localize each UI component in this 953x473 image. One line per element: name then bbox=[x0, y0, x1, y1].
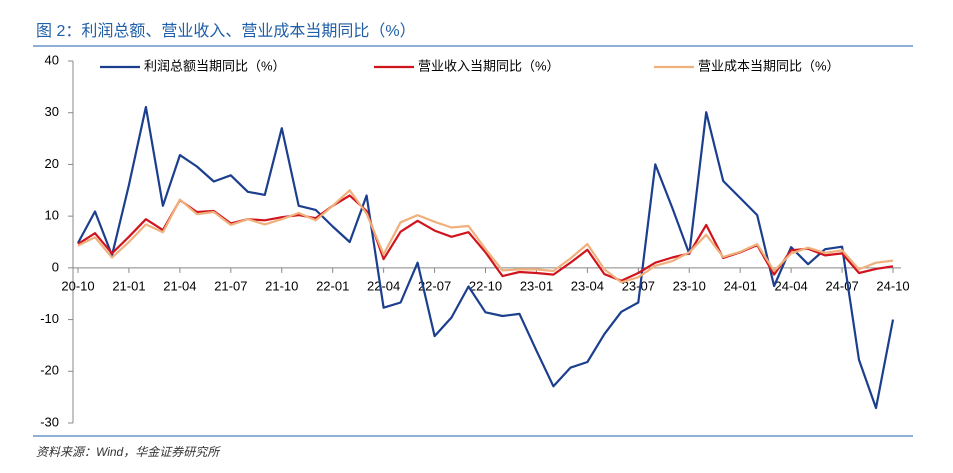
x-tick-label: 24-10 bbox=[876, 278, 909, 293]
source: 资料来源：Wind，华金证券研究所 bbox=[36, 445, 221, 459]
series-line bbox=[77, 105, 895, 410]
x-tick-label: 22-01 bbox=[316, 278, 349, 293]
legend-label: 营业收入当期同比（%） bbox=[418, 58, 560, 73]
x-tick-label: 22-10 bbox=[469, 278, 502, 293]
x-tick-label: 23-07 bbox=[622, 278, 655, 293]
x-tick-label: 21-01 bbox=[112, 278, 145, 293]
x-tick-label: 21-07 bbox=[214, 278, 247, 293]
x-tick-label: 24-07 bbox=[825, 278, 858, 293]
series-line bbox=[77, 189, 894, 284]
legend-label: 利润总额当期同比（%） bbox=[144, 58, 286, 73]
legend-label: 营业成本当期同比（%） bbox=[698, 58, 840, 73]
y-tick-label: -30 bbox=[40, 414, 59, 429]
y-tick-label: 0 bbox=[52, 259, 59, 274]
y-tick-label: 10 bbox=[45, 208, 59, 223]
x-tick-label: 21-04 bbox=[163, 278, 196, 293]
x-tick-label: 23-04 bbox=[571, 278, 604, 293]
x-tick-label: 24-04 bbox=[775, 278, 808, 293]
x-tick-label: 21-10 bbox=[265, 278, 298, 293]
x-tick-label: 23-10 bbox=[673, 278, 706, 293]
x-tick-label: 22-04 bbox=[367, 278, 400, 293]
y-tick-label: 30 bbox=[45, 104, 59, 119]
y-tick-label: -20 bbox=[40, 363, 59, 378]
y-tick-label: 20 bbox=[45, 156, 59, 171]
y-tick-label: 40 bbox=[45, 52, 59, 67]
x-tick-label: 20-10 bbox=[61, 278, 94, 293]
x-tick-label: 24-01 bbox=[724, 278, 757, 293]
x-tick-label: 22-07 bbox=[418, 278, 451, 293]
y-tick-label: -10 bbox=[40, 311, 59, 326]
chart-title: 图 2：利润总额、营业收入、营业成本当期同比（%） bbox=[36, 22, 416, 40]
x-tick-label: 23-01 bbox=[520, 278, 553, 293]
